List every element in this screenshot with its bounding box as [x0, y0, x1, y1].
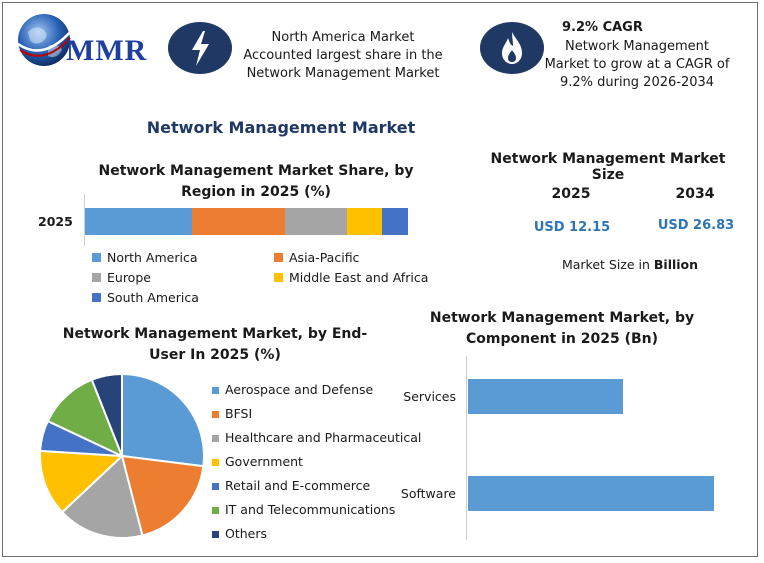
legend-label: North America: [107, 250, 198, 265]
market-size-unit-bold: Billion: [653, 257, 699, 272]
component-axis-line: [466, 356, 467, 540]
market-size-year-2034: 2034: [675, 186, 715, 202]
region-bar-segment-north-america: [85, 208, 192, 235]
pie-slice-it-and-telecommunications: [46, 378, 124, 458]
legend-swatch: [212, 483, 219, 490]
market-size-value-2034: USD 26.83: [657, 218, 735, 233]
legend-swatch: [212, 459, 219, 466]
legend-label: Middle East and Africa: [289, 270, 429, 285]
legend-label: Retail and E-commerce: [225, 478, 371, 493]
component-bar-services: [468, 379, 624, 414]
legend-swatch: [212, 507, 219, 514]
legend-label: Government: [225, 454, 303, 469]
pie-slice-bfsi: [120, 454, 205, 537]
region-legend-item-asia-pacific: Asia-Pacific: [274, 250, 359, 265]
legend-label: BFSI: [225, 406, 253, 421]
region-bar-segment-south-america: [382, 208, 408, 235]
market-size-title: Network Management Market Size: [490, 151, 726, 183]
legend-label: Europe: [107, 270, 151, 285]
lightning-bolt-icon: [168, 22, 232, 74]
enduser-legend-item-government: Government: [212, 454, 303, 469]
enduser-legend-item-healthcare-and-pharmaceutical: Healthcare and Pharmaceutical: [212, 430, 421, 445]
component-bar-software: [468, 476, 714, 511]
market-size-year-2025: 2025: [551, 186, 591, 202]
enduser-legend-item-it-and-telecommunications: IT and Telecommunications: [212, 502, 395, 517]
chart-frame: [2, 2, 758, 557]
enduser-chart-title: Network Management Market, by End- User …: [50, 324, 380, 366]
globe-logo-icon: [17, 14, 73, 66]
region-stacked-bar: [85, 208, 408, 235]
region-category-label: 2025: [38, 214, 73, 229]
cagr-title: 9.2% CAGR: [562, 20, 643, 35]
legend-label: South America: [107, 290, 199, 305]
component-chart-title-line2: Component in 2025 (Bn): [465, 331, 659, 347]
region-bar-segment-middle-east-and-africa: [346, 208, 383, 235]
region-bar-segment-asia-pacific: [191, 208, 286, 235]
region-bar-segment-europe: [285, 208, 347, 235]
legend-swatch: [274, 273, 283, 282]
component-chart-title-line1: Network Management Market, by: [429, 310, 695, 326]
market-size-unit-prefix: Market Size in: [561, 257, 654, 272]
region-axis-line: [84, 194, 85, 246]
logo-text: MMR: [66, 34, 148, 67]
legend-swatch: [274, 253, 283, 262]
region-chart-title: Network Management Market Share, by Regi…: [74, 161, 438, 203]
header-north-america-text: North America Market Accounted largest s…: [243, 30, 443, 81]
component-label-services: Services: [403, 389, 456, 404]
component-label-software: Software: [400, 486, 456, 501]
market-size-value-2025: USD 12.15: [533, 220, 611, 235]
legend-label: Others: [225, 526, 268, 541]
enduser-legend-item-retail-and-e-commerce: Retail and E-commerce: [212, 478, 370, 493]
legend-swatch: [212, 387, 219, 394]
legend-label: Healthcare and Pharmaceutical: [225, 430, 422, 445]
enduser-chart-title-line1: Network Management Market, by End-: [62, 326, 368, 342]
legend-label: Aerospace and Defense: [225, 382, 374, 397]
pie-slice-others: [90, 372, 123, 457]
main-title: Network Management Market: [146, 118, 416, 137]
legend-swatch: [212, 531, 219, 538]
region-chart-title-line2: Region in 2025 (%): [181, 184, 331, 200]
legend-swatch: [212, 411, 219, 418]
legend-swatch: [92, 273, 101, 282]
legend-label: IT and Telecommunications: [225, 502, 396, 517]
region-legend-item-south-america: South America: [92, 290, 199, 305]
market-size-unit-note: Market Size in Billion: [542, 257, 718, 272]
region-legend-item-europe: Europe: [92, 270, 151, 285]
component-chart-title: Network Management Market, by Component …: [412, 308, 712, 350]
pie-slice-healthcare-and-pharmaceutical: [60, 454, 144, 539]
enduser-legend-item-aerospace-and-defense: Aerospace and Defense: [212, 382, 373, 397]
legend-swatch: [92, 293, 101, 302]
flame-icon: [480, 22, 544, 74]
enduser-pie-chart: [39, 372, 205, 539]
legend-label: Asia-Pacific: [289, 250, 360, 265]
pie-slice-government: [39, 449, 125, 514]
legend-swatch: [212, 435, 219, 442]
cagr-text: Network Management Market to grow at a C…: [544, 39, 730, 90]
enduser-chart-title-line2: User In 2025 (%): [149, 347, 281, 363]
enduser-legend-item-others: Others: [212, 526, 267, 541]
region-legend-item-north-america: North America: [92, 250, 198, 265]
region-legend-item-middle-east-and-africa: Middle East and Africa: [274, 270, 428, 285]
region-chart-title-line1: Network Management Market Share, by: [98, 163, 414, 179]
legend-swatch: [92, 253, 101, 262]
enduser-legend-item-bfsi: BFSI: [212, 406, 252, 421]
pie-slice-aerospace-and-defense: [121, 372, 205, 468]
